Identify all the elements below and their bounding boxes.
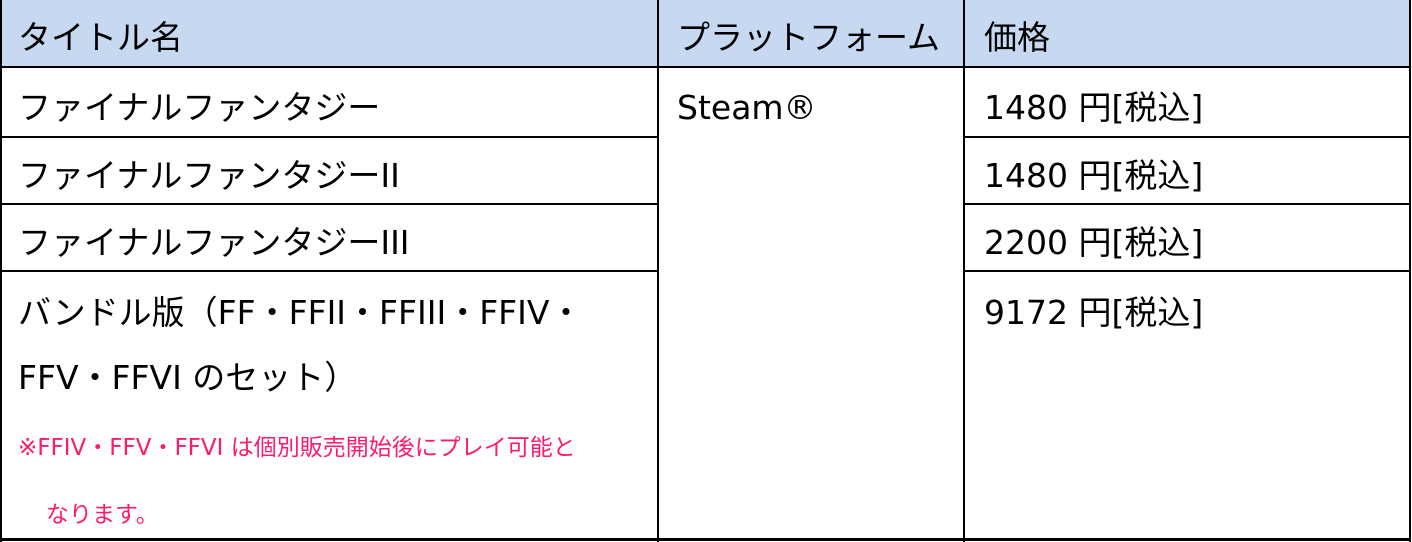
title-cell: ファイナルファンタジーII [18, 156, 400, 195]
border [0, 538, 1411, 541]
border [0, 66, 1411, 68]
border [964, 270, 1411, 272]
title-cell: ファイナルファンタジー [18, 88, 381, 127]
header-price: 価格 [984, 18, 1050, 57]
border [657, 0, 659, 542]
border [0, 270, 658, 272]
title-cell-line2: FFV・FFVI のセット） [18, 358, 358, 397]
border [0, 203, 658, 205]
price-cell: 1480 円[税込] [984, 156, 1204, 195]
border [0, 136, 658, 138]
header-row [0, 0, 1410, 67]
border [964, 203, 1411, 205]
note-line1: ※FFIV・FFV・FFVI は個別販売開始後にプレイ可能と [18, 435, 576, 461]
title-cell: ファイナルファンタジーIII [18, 223, 410, 262]
header-title: タイトル名 [18, 18, 183, 57]
price-cell: 9172 円[税込] [984, 293, 1204, 332]
title-cell-line1: バンドル版（FF・FFII・FFIII・FFIV・ [18, 293, 583, 332]
header-platform: プラットフォーム [677, 18, 941, 57]
border [964, 136, 1411, 138]
price-cell: 2200 円[税込] [984, 223, 1204, 262]
price-cell: 1480 円[税込] [984, 88, 1204, 127]
platform-cell: Steam® [677, 88, 817, 127]
note-line2: なります。 [46, 502, 159, 528]
